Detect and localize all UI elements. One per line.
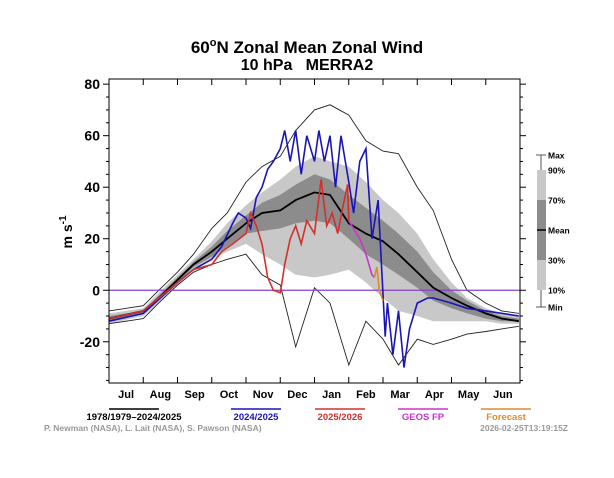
y-tick-label: 60 [84, 128, 100, 144]
x-tick-label: Apr [425, 389, 445, 401]
legend-label-3: GEOS FP [402, 412, 445, 423]
min-line [108, 253, 519, 367]
series-line-2 [108, 179, 350, 320]
x-tick-label: May [458, 389, 480, 401]
x-tick-label: Nov [253, 389, 275, 401]
series-line-1 [108, 130, 520, 368]
y-tick-label: 20 [84, 231, 100, 247]
band-30-70 [109, 174, 519, 322]
percentile-legend: Max 90% 70% Mean 30% 10% Min [536, 151, 570, 313]
legend-label-70pct: 70% [548, 196, 565, 206]
y-tick-label: 40 [84, 179, 100, 195]
timestamp: 2026-02-25T13:19:15Z [480, 423, 568, 433]
legend-label-0: 1978/1979–2024/2025 [86, 412, 182, 423]
chart-subtitle: 10 hPa MERRA2 [241, 57, 374, 74]
legend-label-2: 2025/2026 [318, 412, 363, 423]
legend-label-30pct: 30% [548, 256, 565, 266]
legend-label-mean: Mean [548, 226, 570, 236]
legend-label-4: Forecast [486, 412, 526, 423]
max-line [108, 104, 519, 314]
series-legend: 1978/1979–2024/2025 2024/2025 2025/2026 GEO… [86, 408, 531, 423]
x-tick-label: Dec [287, 389, 307, 401]
x-tick-label: Oct [220, 389, 239, 401]
legend-label-max: Max [548, 151, 565, 161]
y-tick-label: 80 [84, 76, 100, 92]
x-tick-label: Jun [493, 389, 513, 401]
legend-label-min: Min [548, 303, 563, 313]
legend-label-10pct: 10% [548, 286, 565, 296]
legend-label-90pct: 90% [548, 166, 565, 176]
x-tick-label: Mar [390, 389, 410, 401]
x-tick-label: Jul [118, 389, 134, 401]
legend-label-1: 2024/2025 [234, 412, 280, 423]
y-tick-label: -20 [80, 334, 100, 350]
y-tick-label: 0 [92, 282, 100, 298]
series-line-3 [348, 220, 375, 278]
y-axis-label: m s-1 [58, 215, 75, 248]
x-tick-label: Feb [356, 389, 376, 401]
series-line-4 [373, 266, 384, 301]
x-tick-label: Sep [185, 389, 205, 401]
chart-title: 60oN Zonal Mean Zonal Wind [191, 37, 423, 57]
x-tick-label: Aug [150, 389, 171, 401]
x-tick-label: Jan [322, 389, 341, 401]
credits: P. Newman (NASA), L. Lait (NASA), S. Paw… [44, 423, 262, 433]
